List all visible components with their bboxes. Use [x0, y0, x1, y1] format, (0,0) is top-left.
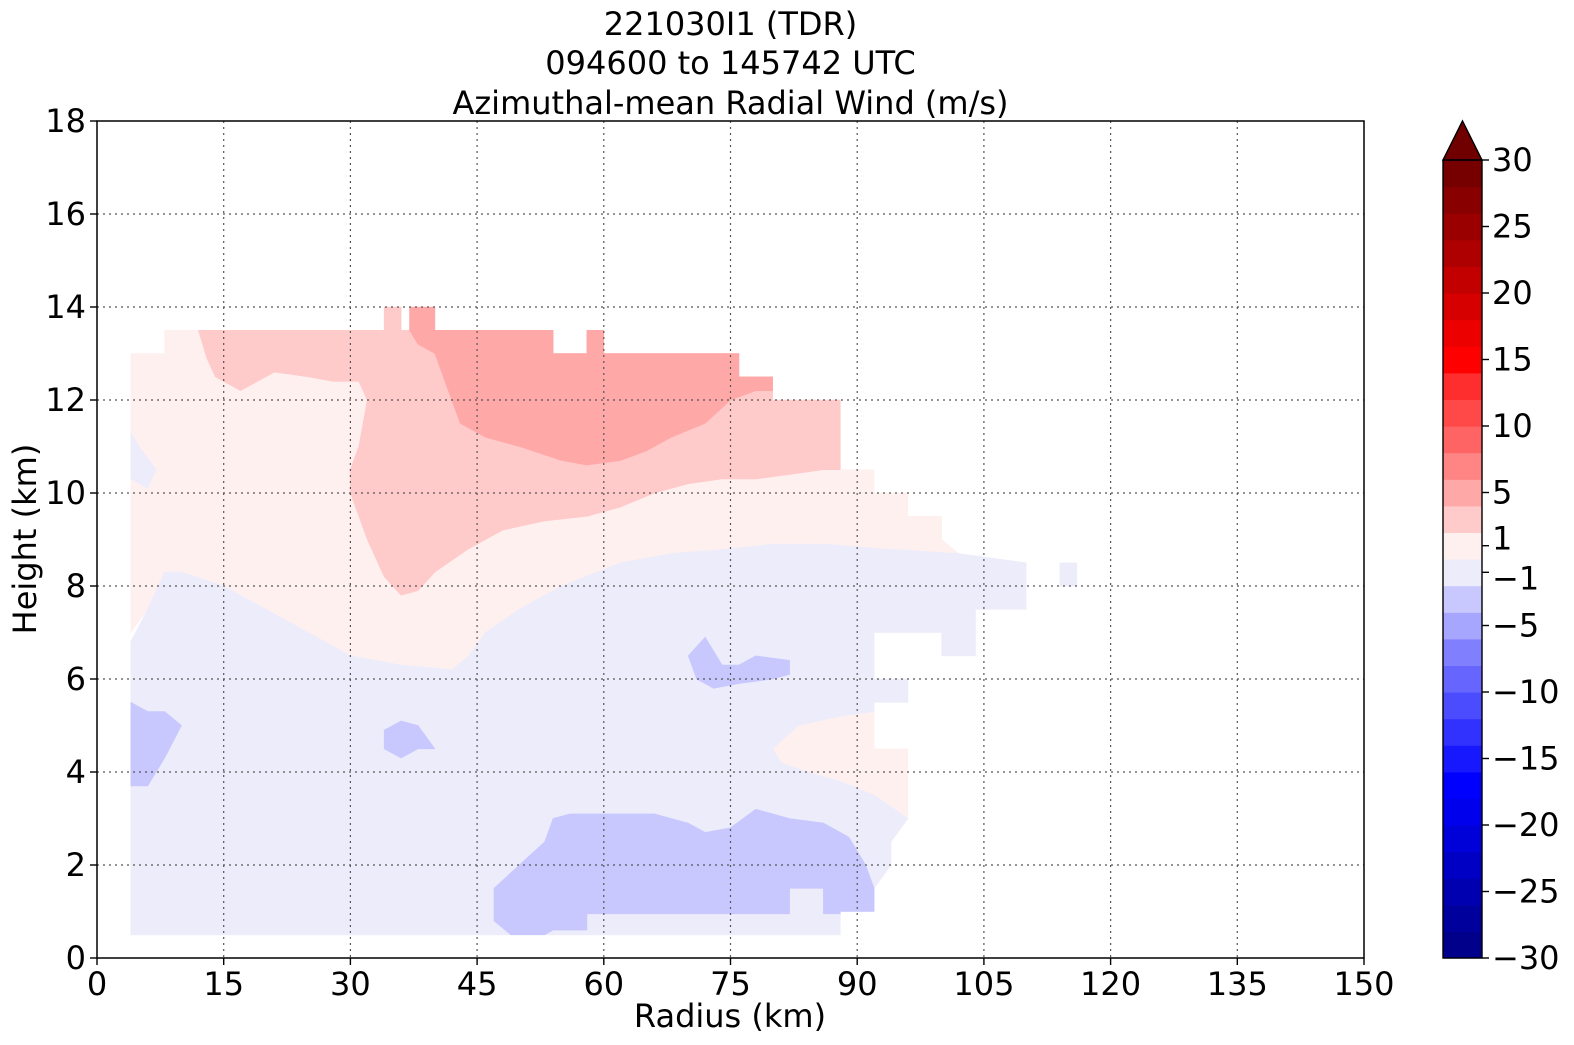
colorbar-band — [1443, 851, 1482, 879]
colorbar-band — [1443, 319, 1482, 347]
grid-lines — [97, 121, 1364, 958]
chart-title-line-3: Azimuthal-mean Radial Wind (m/s) — [452, 84, 1009, 122]
contour-region-11 — [687, 636, 790, 689]
chart-title-line-2: 094600 to 145742 UTC — [545, 44, 916, 82]
y-axis-ticks: 0 2 4 6 8 10 12 14 16 18 — [45, 102, 97, 977]
x-tick-label: 45 — [457, 965, 498, 1003]
colorbar-band — [1443, 665, 1482, 693]
y-tick-label: 0 — [66, 939, 86, 977]
colorbar-tick-label: −10 — [1492, 673, 1560, 711]
contour-fills — [130, 306, 1078, 936]
x-tick-label: 90 — [837, 965, 878, 1003]
x-tick-label: 135 — [1207, 965, 1268, 1003]
colorbar-band — [1443, 293, 1482, 321]
colorbar-band — [1443, 452, 1482, 480]
colorbar-frame — [1442, 159, 1483, 959]
colorbar-band — [1443, 346, 1482, 374]
colorbar-band — [1443, 479, 1482, 507]
colorbar-tick-label: −20 — [1492, 806, 1560, 844]
x-tick-label: 75 — [710, 965, 751, 1003]
colorbar-band — [1443, 559, 1482, 587]
y-tick-label: 12 — [45, 381, 86, 419]
x-tick-label: 30 — [330, 965, 371, 1003]
colorbar-band — [1443, 532, 1482, 560]
colorbar-band — [1443, 239, 1482, 267]
contour-region-5 — [409, 306, 774, 466]
colorbar-extend-arrow — [1441, 119, 1484, 161]
colorbar-band — [1443, 505, 1482, 533]
colorbar-band — [1443, 612, 1482, 640]
colorbar-tick-label: −25 — [1492, 873, 1560, 911]
colorbar-band — [1443, 798, 1482, 826]
x-tick-label: 105 — [953, 965, 1014, 1003]
colorbar-tick-label: 30 — [1492, 141, 1533, 179]
colorbar-band — [1443, 638, 1482, 666]
colorbar-band — [1443, 399, 1482, 427]
y-tick-label: 6 — [66, 660, 86, 698]
y-tick-label: 18 — [45, 102, 86, 140]
colorbar-tick-label: 1 — [1492, 520, 1512, 558]
y-tick-label: 8 — [66, 567, 86, 605]
colorbar-band — [1443, 426, 1482, 454]
x-tick-label: 15 — [203, 965, 244, 1003]
colorbar-tick-label: −15 — [1492, 740, 1560, 778]
y-tick-label: 14 — [45, 288, 86, 326]
x-tick-label: 0 — [87, 965, 107, 1003]
x-tick-label: 150 — [1333, 965, 1394, 1003]
x-axis-ticks: 0 15 30 45 60 75 90 105 120 135 150 — [87, 958, 1395, 1003]
colorbar-band — [1443, 771, 1482, 799]
colorbar-band — [1443, 692, 1482, 720]
colorbar-tick-label: 15 — [1492, 341, 1533, 379]
colorbar-band — [1443, 213, 1482, 241]
contour-region-12 — [493, 808, 875, 936]
y-tick-label: 16 — [45, 195, 86, 233]
colorbar-band — [1443, 745, 1482, 773]
colorbar-tick-label: −5 — [1492, 607, 1539, 645]
colorbar-band — [1443, 878, 1482, 906]
x-tick-label: 120 — [1080, 965, 1141, 1003]
colorbar-tick-label: 20 — [1492, 274, 1533, 312]
colorbar-band — [1443, 931, 1482, 959]
colorbar-band — [1443, 718, 1482, 746]
y-axis-label: Height (km) — [6, 444, 44, 635]
chart-title-line-1: 221030I1 (TDR) — [603, 5, 858, 43]
y-tick-label: 4 — [66, 753, 86, 791]
y-tick-label: 2 — [66, 846, 86, 884]
x-axis-label: Radius (km) — [634, 997, 826, 1035]
contour-region-10 — [383, 720, 436, 759]
colorbar-tick-label: 5 — [1492, 474, 1512, 512]
colorbar-tick-label: −30 — [1492, 939, 1560, 977]
colorbar-tick-label: 10 — [1492, 407, 1533, 445]
colorbar-tick-label: −1 — [1492, 559, 1539, 597]
x-tick-label: 60 — [583, 965, 624, 1003]
colorbar-band — [1443, 266, 1482, 294]
contour-region-9 — [130, 701, 182, 787]
y-tick-label: 10 — [45, 474, 86, 512]
colorbar-band — [1443, 904, 1482, 932]
colorbar-tick-label: 25 — [1492, 208, 1533, 246]
colorbar-band — [1443, 160, 1482, 188]
contour-region-8 — [130, 431, 157, 489]
colorbar-band — [1443, 186, 1482, 214]
contour-region-7 — [1059, 562, 1078, 587]
colorbar-band — [1443, 825, 1482, 853]
colorbar-band — [1443, 372, 1482, 400]
colorbar-band — [1443, 585, 1482, 613]
